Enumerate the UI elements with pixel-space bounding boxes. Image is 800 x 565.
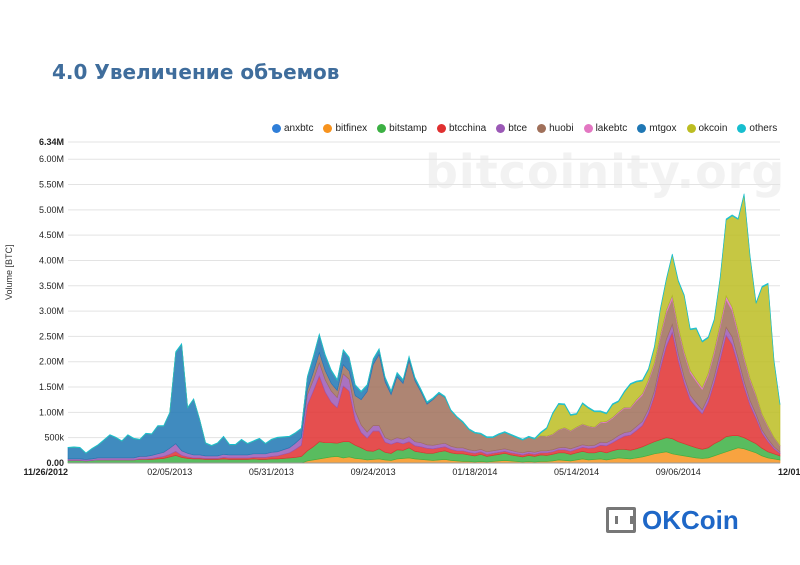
x-tick-label: 09/24/2013 [351, 467, 396, 477]
x-tick-label: 02/05/2013 [147, 467, 192, 477]
y-tick-label: 5.00M [39, 205, 64, 215]
y-tick-label: 1.00M [39, 407, 64, 417]
legend-dot-icon [272, 124, 281, 133]
okcoin-logo: OKCoin [606, 502, 739, 538]
legend-dot-icon [323, 124, 333, 133]
y-tick-label: 6.00M [39, 154, 64, 164]
legend-dot-icon [496, 124, 506, 133]
x-tick-label: 09/06/2014 [656, 467, 701, 477]
legend-item-lakebtc[interactable]: lakebtc [583, 123, 628, 134]
legend-label: anxbtc [284, 123, 314, 134]
slide-title: 4.0 Увеличение объемов [52, 60, 340, 84]
y-tick-label: 1.50M [39, 382, 64, 392]
legend-item-btce[interactable]: btce [496, 123, 527, 134]
legend-dot-icon [583, 124, 593, 133]
legend-dot-icon [637, 124, 647, 133]
chart-legend: anxbtc bitfinex bitstamp btcchina btce huobi l… [272, 123, 777, 134]
legend-item-okcoin[interactable]: okcoin [686, 123, 728, 134]
legend-label: others [749, 123, 778, 134]
y-tick-label: 0.00 [46, 458, 64, 468]
screen-icon [606, 507, 636, 533]
y-tick-label: 500k [44, 433, 64, 443]
x-tick-label: 05/31/2013 [249, 467, 294, 477]
x-tick-label: 05/14/2014 [554, 467, 599, 477]
legend-label: okcoin [698, 123, 728, 134]
y-tick-label: 4.00M [39, 255, 64, 265]
y-tick-label: 4.50M [39, 230, 64, 240]
legend-label: lakebtc [595, 123, 628, 134]
legend-label: bitstamp [389, 123, 427, 134]
legend-item-bitstamp[interactable]: bitstamp [377, 123, 427, 134]
y-tick-label: 3.00M [39, 306, 64, 316]
legend-dot-icon [436, 124, 446, 133]
x-tick-label: 12/01/2 [778, 467, 800, 477]
legend-item-anxbtc[interactable]: anxbtc [272, 123, 313, 134]
x-tick-label: 01/18/2014 [452, 467, 497, 477]
legend-label: btcchina [448, 123, 487, 134]
legend-dot-icon [377, 124, 387, 133]
legend-label: bitfinex [335, 123, 368, 134]
legend-label: btce [508, 123, 528, 134]
legend-label: huobi [549, 123, 574, 134]
y-tick-label: 5.50M [39, 180, 64, 190]
legend-item-btcchina[interactable]: btcchina [436, 123, 487, 134]
legend-dot-icon [537, 124, 547, 133]
legend-dot-icon [686, 124, 696, 133]
legend-item-others[interactable]: others [737, 123, 777, 134]
chart-watermark: bitcoinity.org [425, 145, 786, 199]
legend-item-bitfinex[interactable]: bitfinex [323, 123, 367, 134]
area-series-others [67, 193, 781, 454]
y-tick-label: 6.34M [39, 137, 64, 147]
y-tick-label: 2.50M [39, 331, 64, 341]
legend-item-mtgox[interactable]: mtgox [637, 123, 677, 134]
legend-item-huobi[interactable]: huobi [537, 123, 574, 134]
legend-dot-icon [737, 124, 747, 133]
x-tick-label: 11/26/2012 [23, 467, 68, 477]
y-tick-label: 3.50M [39, 281, 64, 291]
y-tick-label: 2.00M [39, 357, 64, 367]
legend-label: mtgox [649, 123, 677, 134]
logo-text: OKCoin [642, 504, 739, 535]
